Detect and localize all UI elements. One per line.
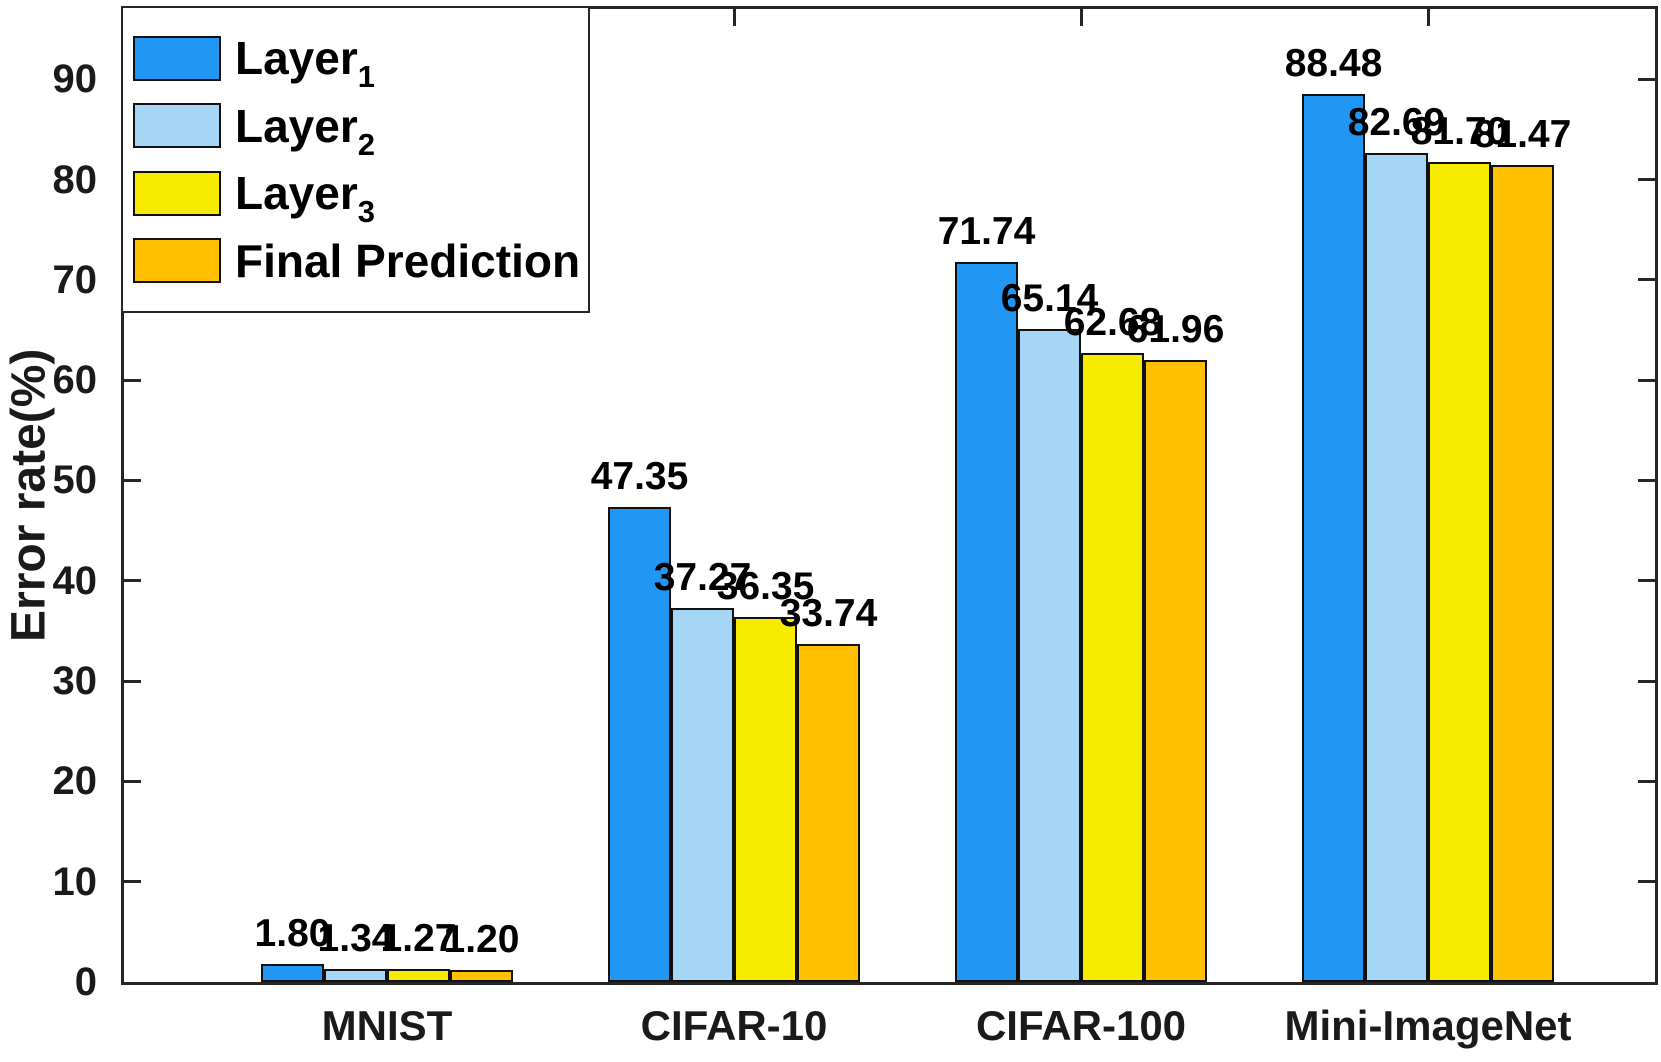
x-tick-mark-top-cifar-10	[732, 9, 736, 26]
y-tick-label-90: 90	[52, 57, 98, 102]
y-tick-mark-right-90	[1638, 77, 1655, 81]
value-label-layer-3-cifar-10: 36.35	[716, 565, 815, 609]
bar-layer-1-cifar-100	[955, 262, 1018, 982]
y-tick-mark-right-60	[1638, 378, 1655, 382]
y-tick-mark-right-30	[1638, 679, 1655, 683]
legend-label-layer-2: Layer2	[235, 99, 375, 162]
value-label-final-prediction-mnist: 1.20	[443, 917, 520, 961]
legend-label-layer-1: Layer1	[235, 32, 375, 95]
bar-layer-2-mnist	[324, 968, 387, 982]
value-label-layer-3-mnist: 1.27	[380, 917, 457, 961]
value-label-final-prediction-cifar-10: 33.74	[779, 591, 878, 635]
y-tick-mark-left-60	[124, 378, 141, 382]
y-tick-mark-right-20	[1638, 779, 1655, 783]
value-label-layer-1-cifar-10: 47.35	[590, 455, 689, 499]
value-label-layer-2-mini-imagenet: 82.69	[1347, 100, 1446, 144]
legend: Layer1 Layer2 Layer3 Final Prediction	[121, 6, 590, 313]
legend-item-final-prediction: Final Prediction	[133, 238, 588, 284]
legend-swatch-layer-3	[133, 170, 221, 216]
y-tick-label-20: 20	[52, 759, 98, 804]
y-tick-label-60: 60	[52, 358, 98, 403]
x-category-label-cifar-10: CIFAR-10	[640, 1002, 828, 1049]
y-tick-mark-left-50	[124, 478, 141, 482]
x-tick-mark-top-cifar-100	[1079, 9, 1083, 26]
bar-layer-2-mini-imagenet	[1365, 152, 1428, 982]
y-tick-label-30: 30	[52, 659, 98, 704]
y-tick-label-0: 0	[74, 960, 97, 1004]
value-label-layer-3-mini-imagenet: 81.70	[1410, 110, 1509, 154]
legend-swatch-layer-2	[133, 103, 221, 149]
y-tick-mark-right-40	[1638, 579, 1655, 583]
y-tick-mark-right-10	[1638, 880, 1655, 884]
legend-swatch-final-prediction	[133, 238, 221, 284]
bar-layer-1-cifar-10	[608, 507, 671, 982]
value-label-layer-3-cifar-100: 62.68	[1063, 301, 1162, 345]
value-label-layer-1-mnist: 1.80	[254, 911, 331, 955]
bar-final-prediction-mini-imagenet	[1491, 164, 1554, 982]
y-tick-label-50: 50	[52, 458, 98, 503]
value-label-layer-1-cifar-100: 71.74	[937, 210, 1036, 254]
bar-final-prediction-mnist	[450, 969, 513, 982]
legend-swatch-layer-1	[133, 35, 221, 81]
y-tick-label-40: 40	[52, 558, 98, 603]
y-tick-mark-right-70	[1638, 278, 1655, 282]
value-label-layer-2-cifar-100: 65.14	[1000, 276, 1099, 320]
x-category-label-cifar-100: CIFAR-100	[975, 1002, 1187, 1049]
bar-layer-2-cifar-10	[671, 608, 734, 982]
value-label-layer-1-mini-imagenet: 88.48	[1284, 42, 1383, 86]
y-tick-mark-left-30	[124, 679, 141, 683]
y-tick-mark-right-50	[1638, 478, 1655, 482]
y-tick-label-10: 10	[52, 859, 98, 904]
bar-layer-3-cifar-10	[734, 617, 797, 982]
bar-layer-3-mini-imagenet	[1428, 162, 1491, 982]
y-tick-label-80: 80	[52, 157, 98, 202]
y-tick-mark-right-80	[1638, 178, 1655, 182]
bar-layer-1-mini-imagenet	[1302, 94, 1365, 982]
legend-label-final-prediction: Final Prediction	[235, 234, 581, 287]
value-label-final-prediction-cifar-100: 61.96	[1126, 308, 1225, 352]
x-tick-mark-top-mini-imagenet	[1426, 9, 1430, 26]
bar-final-prediction-cifar-10	[797, 643, 860, 982]
y-tick-mark-left-40	[124, 579, 141, 583]
y-tick-mark-left-20	[124, 779, 141, 783]
bar-layer-3-mnist	[387, 969, 450, 982]
y-tick-mark-left-10	[124, 880, 141, 884]
bar-final-prediction-cifar-100	[1144, 360, 1207, 982]
value-label-layer-2-cifar-10: 37.27	[653, 556, 752, 600]
plot-area: Layer1 Layer2 Layer3 Final Prediction 1.80 4…	[121, 6, 1658, 985]
value-label-layer-2-mnist: 1.34	[317, 916, 394, 960]
legend-item-layer-3: Layer3	[133, 167, 588, 230]
legend-item-layer-2: Layer2	[133, 99, 588, 162]
x-category-label-mini-imagenet: Mini-ImageNet	[1284, 1002, 1572, 1049]
bar-layer-1-mnist	[261, 963, 324, 982]
y-tick-label-70: 70	[52, 257, 98, 302]
bar-layer-2-cifar-100	[1018, 328, 1081, 982]
legend-label-layer-3: Layer3	[235, 167, 375, 230]
legend-item-layer-1: Layer1	[133, 32, 588, 95]
bar-layer-3-cifar-100	[1081, 353, 1144, 982]
x-category-label-mnist: MNIST	[321, 1002, 453, 1049]
value-label-final-prediction-mini-imagenet: 81.47	[1473, 112, 1572, 156]
